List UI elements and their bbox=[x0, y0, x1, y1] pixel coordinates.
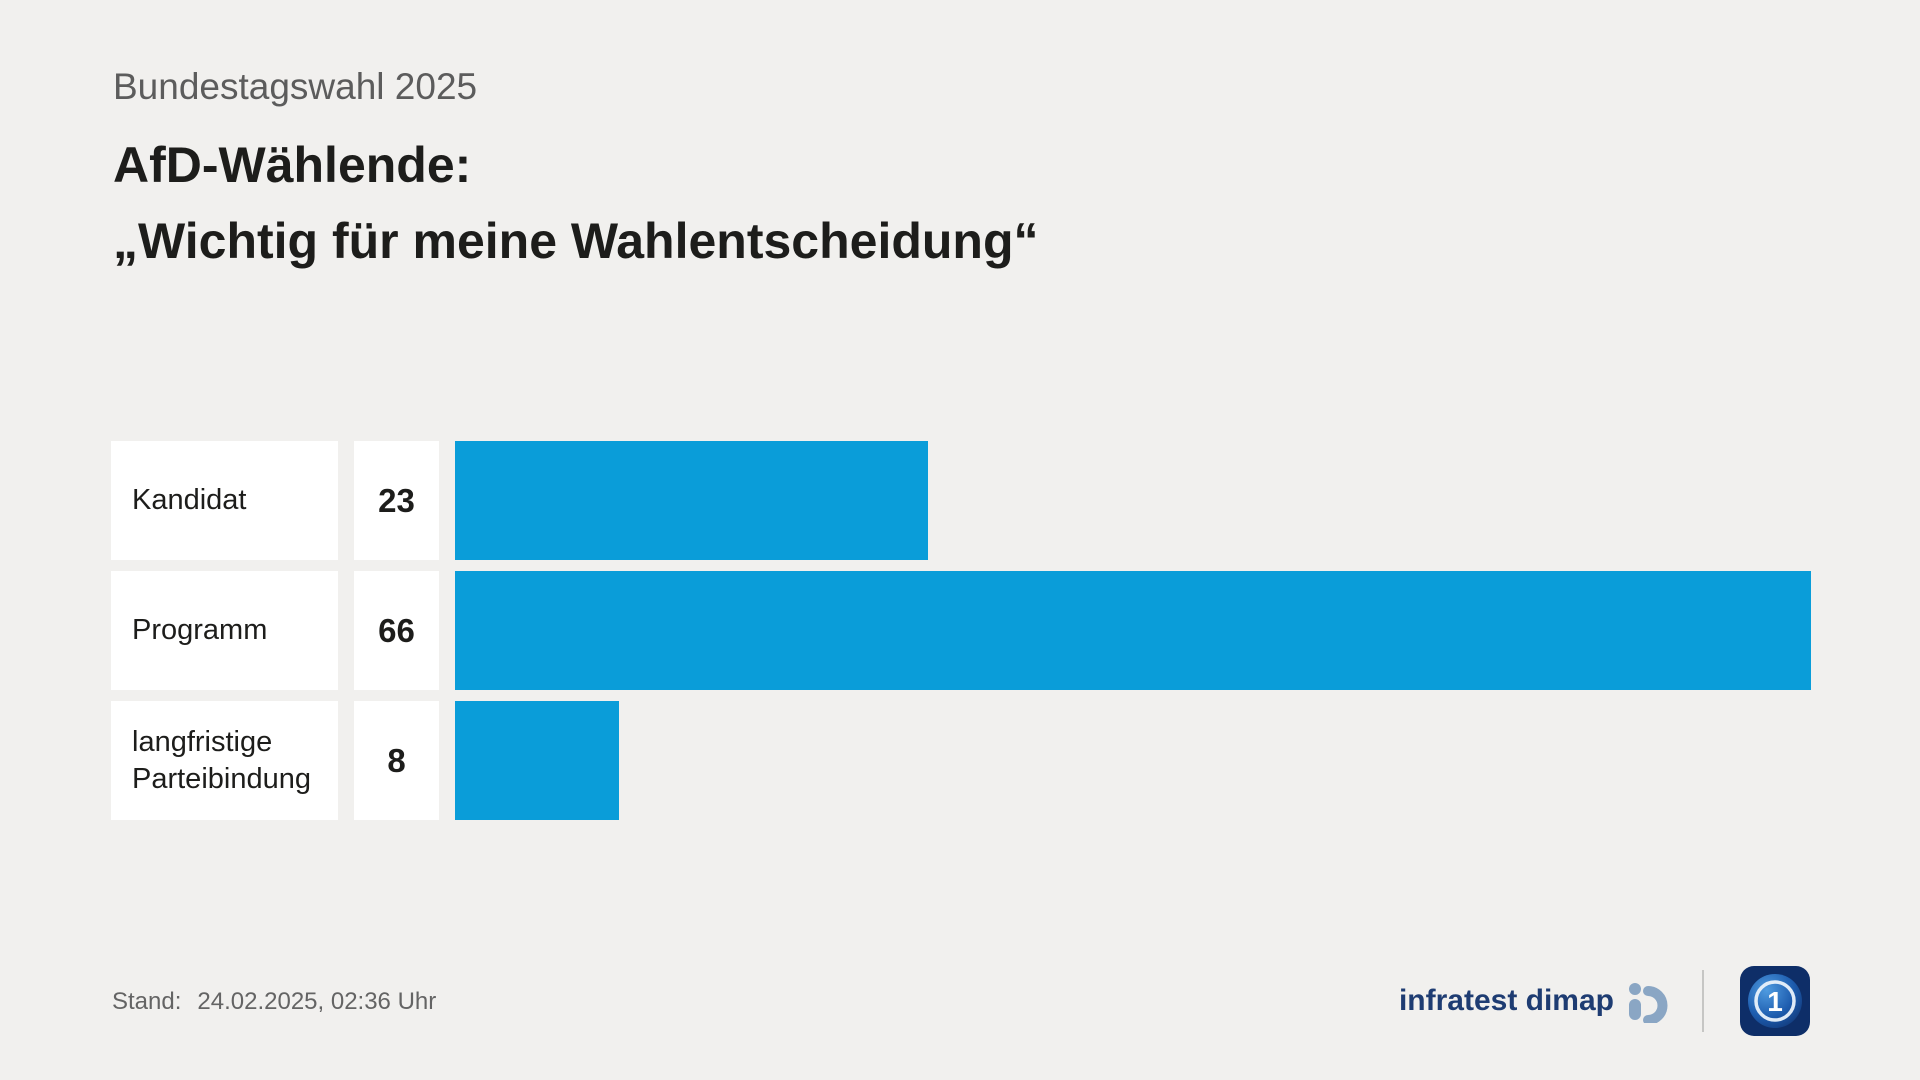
infratest-dimap-wordmark: infratest dimap bbox=[1398, 984, 1614, 1017]
chart-subtitle: „Wichtig für meine Wahlentscheidung“ bbox=[113, 213, 1039, 269]
bar bbox=[455, 701, 620, 820]
stand-label: Stand: bbox=[112, 988, 182, 1015]
value-label: 23 bbox=[354, 441, 439, 560]
divider bbox=[1702, 970, 1704, 1032]
bar-track bbox=[455, 571, 1811, 690]
timestamp: Stand: 24.02.2025, 02:36 Uhr bbox=[112, 988, 436, 1016]
ard-logo-icon: 1 bbox=[1740, 966, 1810, 1036]
bar bbox=[455, 441, 928, 560]
bar-track bbox=[455, 441, 1811, 560]
value-label: 66 bbox=[354, 571, 439, 690]
kicker-text: Bundestagswahl 2025 bbox=[113, 66, 478, 107]
bar-row: Programm 66 bbox=[111, 571, 1811, 690]
category-label: Programm bbox=[111, 571, 338, 690]
value-label: 8 bbox=[354, 701, 439, 820]
category-label: langfristige Parteibindung bbox=[111, 701, 338, 820]
bar-row: langfristige Parteibindung 8 bbox=[111, 701, 1811, 820]
stand-value: 24.02.2025, 02:36 Uhr bbox=[197, 988, 437, 1015]
bar-track bbox=[455, 701, 1811, 820]
infratest-dimap-logo-icon bbox=[1626, 979, 1670, 1023]
branding: infratest dimap 1 bbox=[1399, 966, 1810, 1036]
bar-row: Kandidat 23 bbox=[111, 441, 1811, 560]
bar bbox=[455, 571, 1811, 690]
svg-text:1: 1 bbox=[1767, 986, 1783, 1017]
bar-chart: Kandidat 23 Programm 66 langfristige Par… bbox=[111, 441, 1811, 820]
category-label: Kandidat bbox=[111, 441, 338, 560]
chart-title: AfD-Wählende: bbox=[113, 137, 472, 193]
